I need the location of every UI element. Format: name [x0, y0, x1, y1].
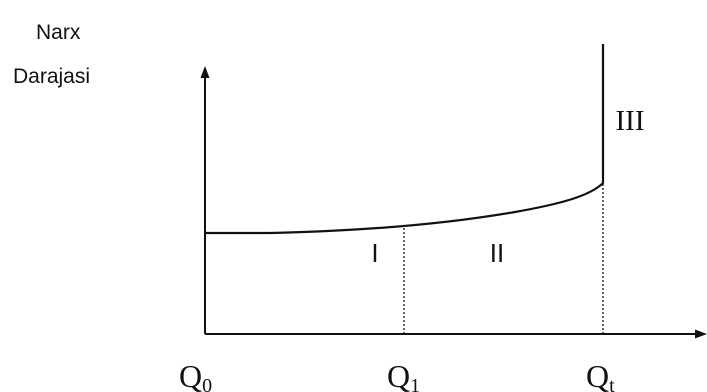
region-1-label: I — [371, 238, 378, 268]
tick-label-qt: Qt — [586, 358, 615, 392]
y-axis-label-line1: Narx — [36, 21, 81, 44]
tick-qt-sub: t — [609, 375, 615, 392]
tick-q0-base: Q — [179, 358, 202, 392]
y-axis-label-line2: Darajasi — [13, 65, 91, 88]
x-axis-arrowhead — [695, 329, 707, 339]
tick-q1-base: Q — [387, 358, 410, 392]
tick-qt-base: Q — [586, 358, 609, 392]
y-axis-arrowhead — [200, 66, 210, 78]
region-2-label: II — [490, 238, 504, 268]
tick-q1-sub: 1 — [410, 375, 420, 392]
aggregate-supply-curve — [205, 44, 605, 235]
tick-label-q1: Q1 — [387, 358, 420, 392]
region-3-label: III — [616, 105, 645, 137]
tick-label-q0: Q0 — [179, 358, 212, 392]
tick-q0-sub: 0 — [202, 375, 212, 392]
